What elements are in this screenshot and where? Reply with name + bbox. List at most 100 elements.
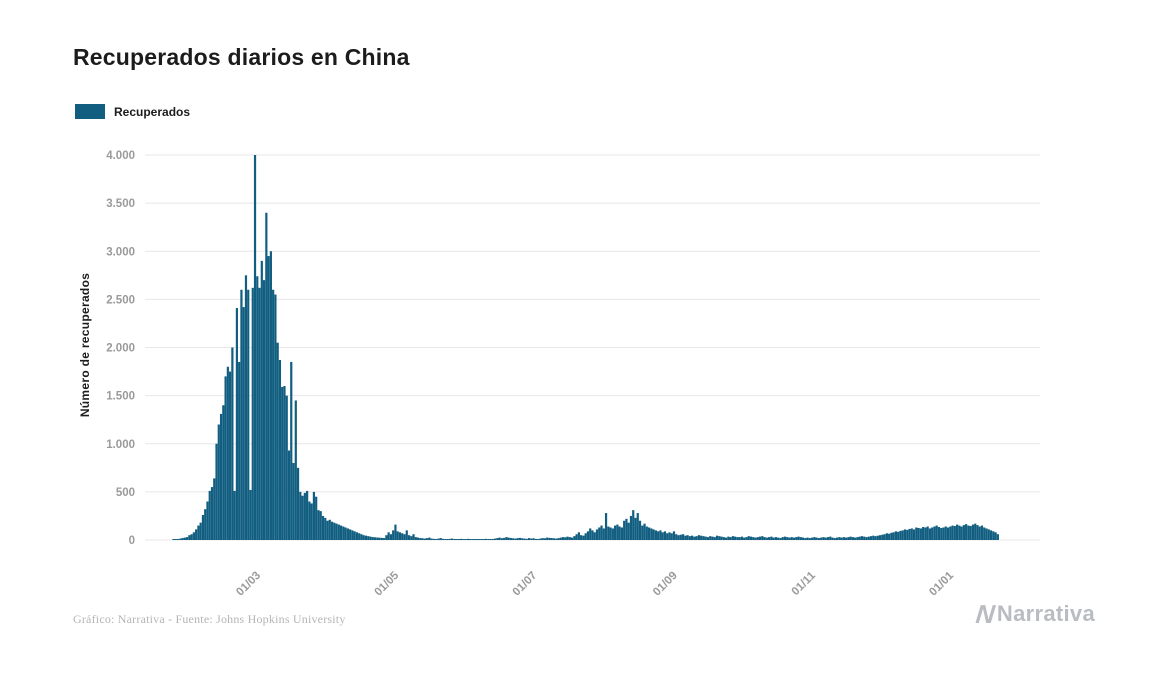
bar	[272, 289, 275, 540]
bar	[240, 289, 243, 540]
bar	[355, 532, 359, 540]
bar	[493, 538, 497, 540]
source-caption: Gráfico: Narrativa - Fuente: Johns Hopki…	[73, 612, 346, 626]
bar	[980, 525, 984, 540]
bar	[353, 531, 356, 540]
bar	[745, 537, 748, 540]
bar	[308, 501, 311, 540]
bar	[953, 526, 956, 540]
bar	[360, 534, 363, 540]
bar	[466, 538, 470, 540]
bar	[550, 538, 553, 540]
bar	[840, 537, 843, 540]
bar	[876, 535, 879, 540]
bar	[557, 538, 560, 540]
bar	[190, 534, 193, 540]
bar	[586, 531, 590, 540]
bar	[315, 496, 318, 540]
bar	[643, 523, 646, 540]
bar	[371, 537, 374, 540]
bar	[996, 534, 999, 540]
bar	[238, 361, 241, 540]
bar	[548, 537, 551, 540]
bar	[595, 529, 599, 540]
bar	[783, 536, 787, 540]
bar	[971, 524, 975, 540]
bar	[634, 517, 637, 540]
bar	[856, 537, 859, 540]
bar	[199, 522, 202, 540]
bar	[349, 529, 352, 540]
bar	[607, 526, 610, 540]
bar	[736, 537, 739, 540]
bar	[740, 536, 744, 540]
bar	[423, 538, 426, 540]
bar	[333, 522, 336, 540]
bar	[244, 275, 248, 540]
bar	[944, 526, 947, 540]
bar	[521, 538, 524, 540]
bar	[641, 525, 644, 540]
x-tick-label: 01/07	[511, 570, 540, 599]
bar	[731, 536, 734, 540]
bar	[989, 530, 993, 541]
bar	[258, 287, 261, 540]
bar	[734, 536, 737, 540]
bar	[525, 538, 528, 540]
bar	[222, 405, 225, 540]
bar	[208, 490, 211, 540]
bar	[754, 537, 757, 540]
bar	[933, 526, 936, 540]
bar	[195, 529, 198, 540]
bars	[172, 155, 999, 541]
bar	[362, 535, 365, 540]
bar	[614, 525, 617, 540]
bar	[847, 537, 850, 540]
bar	[897, 531, 900, 540]
bar	[412, 534, 415, 540]
bar	[702, 536, 705, 540]
bar	[215, 443, 218, 540]
bar	[872, 535, 875, 540]
bar	[330, 521, 334, 540]
bar	[888, 533, 891, 540]
bar	[265, 212, 268, 540]
bar	[772, 537, 775, 540]
bar	[695, 536, 698, 540]
bar	[530, 538, 533, 540]
bar	[260, 260, 263, 541]
bar	[688, 536, 691, 540]
y-tick-label: 500	[116, 487, 135, 499]
bar	[874, 536, 877, 540]
bar	[666, 533, 669, 540]
x-tick-label: 01/05	[372, 569, 401, 598]
bar	[324, 517, 327, 540]
bar	[987, 529, 990, 540]
bar	[992, 531, 995, 540]
bar	[765, 537, 768, 540]
chart-title: Recuperados diarios en China	[73, 44, 410, 70]
bar	[883, 534, 886, 540]
bar	[761, 536, 764, 540]
bar	[906, 529, 909, 540]
bar	[546, 537, 549, 540]
bar	[720, 536, 723, 540]
legend-swatch	[75, 104, 105, 119]
bar	[788, 537, 791, 540]
bar	[224, 376, 227, 541]
bar	[299, 491, 302, 541]
bar	[226, 366, 229, 540]
bar	[460, 538, 463, 540]
narrativa-logo-text: Narrativa	[996, 601, 1095, 626]
bar	[500, 538, 503, 540]
bar	[475, 539, 479, 540]
x-tick-label: 01/03	[234, 570, 263, 599]
bar	[537, 539, 540, 540]
bar	[469, 539, 472, 540]
bar	[849, 536, 852, 540]
y-tick-label: 2.500	[106, 294, 135, 306]
bar	[346, 528, 349, 540]
bar	[396, 531, 399, 540]
x-tick-label: 01/09	[651, 570, 680, 599]
bar	[747, 536, 750, 540]
